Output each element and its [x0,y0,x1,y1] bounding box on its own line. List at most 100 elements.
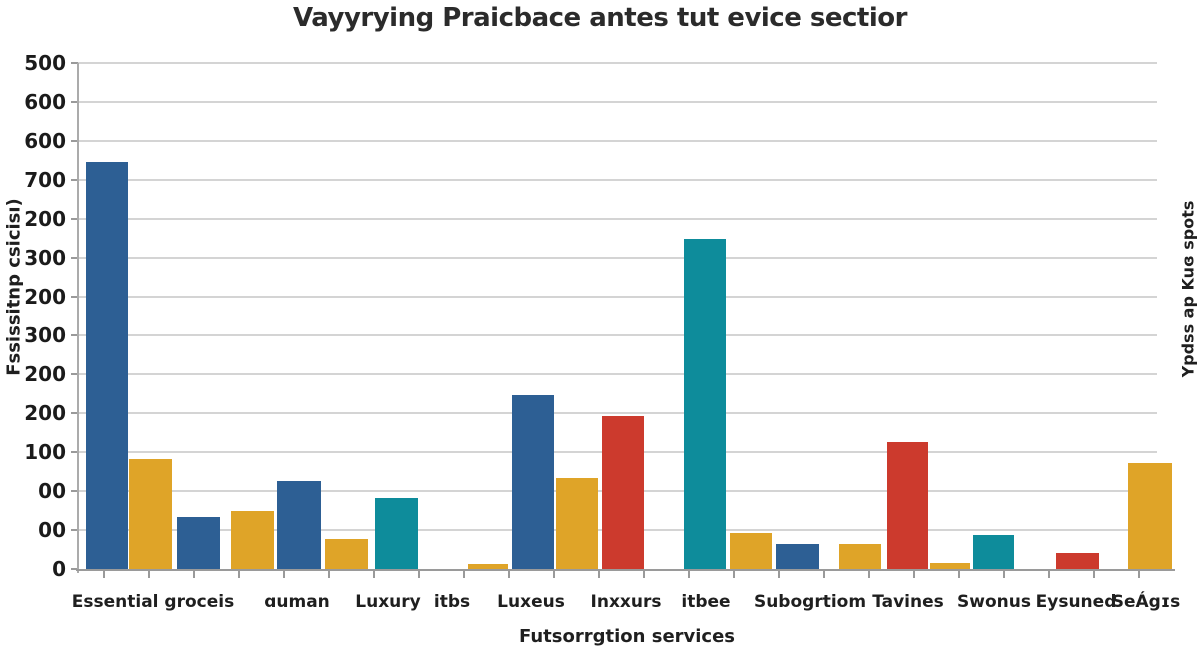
bar-gold [839,544,881,569]
x-axis-tick-mark [328,571,330,578]
y-axis-tick-mark [71,412,78,415]
x-axis-tick-mark [643,571,645,578]
x-axis-tick-mark [103,571,105,578]
x-axis-tick-mark [463,571,465,578]
gridline [78,334,1157,337]
bar-blue [86,162,128,569]
y-axis-tick-mark [71,256,78,259]
y-axis-tick-mark [71,100,78,103]
y-axis-tick-mark [71,139,78,142]
y-tick-label: 300 [24,245,66,270]
x-category-label: Luxeus [497,592,565,612]
bar-teal [375,498,418,569]
bar-gold [930,563,970,569]
y-axis-tick-mark [71,490,78,493]
x-category-label: itbs [433,592,471,612]
y-axis-tick-mark [71,217,78,220]
bar-gold [730,533,772,569]
x-axis-tick-mark [418,571,420,578]
gridline [78,139,1157,142]
y-axis-tick-mark [71,373,78,376]
x-category-label: itbee [681,592,731,612]
bar-red [1056,553,1099,569]
bar-gold [1128,463,1172,569]
x-category-label: Eysuned [1035,592,1117,612]
x-axis-tick-mark [1048,571,1050,578]
y-tick-label: 200 [24,362,66,387]
gridline [78,178,1157,181]
bar-gold [231,511,274,569]
x-axis-tick-mark [823,571,825,578]
right-axis-title: Ypdss ap Kuɞ spots [1178,200,1198,378]
x-category-label: Subogrtiom [753,592,867,612]
x-category-label: Tavines [872,592,944,612]
y-axis-tick-mark [71,451,78,454]
gridline [78,256,1157,259]
gridline [78,373,1157,376]
y-axis-tick-mark [71,529,78,532]
bar-red [887,442,928,569]
x-category-label: Essential groceis [71,592,235,612]
x-axis-tick-mark [553,571,555,578]
y-tick-label: 200 [24,284,66,309]
x-axis-tick-mark [238,571,240,578]
x-axis-tick-mark [508,571,510,578]
bar-gold [129,459,172,569]
x-axis-tick-mark [688,571,690,578]
x-category-label: Luxury [355,592,421,612]
y-tick-label: 600 [24,89,66,114]
x-category-label: ɑuman [264,592,330,612]
x-axis-tick-mark [1093,571,1095,578]
x-axis-tick-mark [778,571,780,578]
x-axis-line [76,569,1175,571]
bar-blue [177,517,220,569]
y-tick-label: 100 [24,440,66,465]
x-category-label: Swonus [957,592,1031,612]
y-tick-label: 600 [24,128,66,153]
x-axis-tick-mark [1138,571,1140,578]
bar-blue [277,481,321,569]
y-tick-label: 300 [24,323,66,348]
chart-title: Vayyrying Praicbace antes tut evice sect… [293,3,907,33]
y-axis-line [77,63,79,573]
bar-blue [512,395,554,569]
y-tick-label: 700 [24,167,66,192]
bar-gold [468,564,508,569]
x-axis-title: Futsorrgtion services [518,626,736,647]
y-axis-tick-mark [71,334,78,337]
y-tick-label: 200 [24,401,66,426]
x-axis-tick-mark [598,571,600,578]
x-axis-tick-mark [1003,571,1005,578]
gridline [78,295,1157,298]
bar-blue [776,544,819,569]
bar-gold [556,478,598,569]
bar-teal [973,535,1014,569]
y-tick-label: 0 [52,557,66,581]
x-axis-tick-mark [148,571,150,578]
y-axis-tick-mark [71,295,78,298]
gridline [78,100,1157,103]
x-axis-tick-mark [193,571,195,578]
bar-teal [684,239,726,569]
x-axis-tick-mark [733,571,735,578]
x-axis-tick-mark [373,571,375,578]
y-tick-label: 00 [38,479,66,504]
x-axis-tick-mark [958,571,960,578]
y-tick-label: 200 [24,206,66,231]
bar-gold [325,539,368,569]
x-axis-tick-mark [913,571,915,578]
y-tick-label: 500 [24,51,66,75]
x-category-label: SeÁgɪs [1111,592,1181,612]
y-axis-tick-mark [71,178,78,181]
gridline [78,217,1157,220]
x-axis-tick-mark [868,571,870,578]
y-tick-label: 00 [38,518,66,543]
gridline [78,62,1157,64]
y-axis-tick-mark [71,568,78,570]
bar-red [602,416,644,569]
y-axis-tick-mark [71,62,78,64]
x-category-label: Inxxurs [590,592,662,612]
x-axis-tick-mark [283,571,285,578]
gridline [78,412,1157,415]
